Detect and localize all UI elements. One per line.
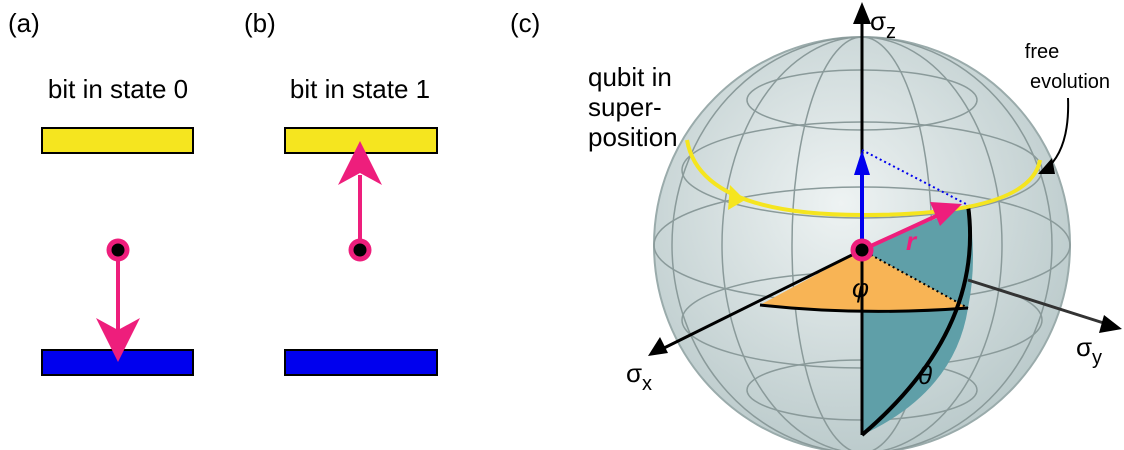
panel-c: (c) qubit in super- position σz σx σ [510,2,1122,450]
panel-label: (b) [244,8,276,38]
axis-label: σx [626,358,652,395]
arrowhead [853,2,871,24]
polar-label: θ [918,360,932,390]
free-evolution-line: evolution [1030,71,1110,93]
annotation-line: position [588,122,678,152]
figure: (a) bit in state 0 (b) bit in state 1 (c… [0,0,1124,450]
panel-label: (c) [510,8,540,38]
panel-a: (a) bit in state 0 [8,8,193,375]
axis-label: σy [1076,332,1102,369]
axis-subscript: y [1092,347,1102,369]
azimuth-label: φ [852,273,869,303]
free-evolution-line: free [1025,41,1059,63]
origin-dot [853,241,871,259]
state-dot [351,241,369,259]
axis-symbol: σ [1076,332,1092,362]
annotation-line: qubit in [588,62,672,92]
axis-subscript: z [886,21,896,43]
annotation-line: super- [588,92,662,122]
axis-symbol: σ [870,6,886,36]
caption: bit in state 0 [48,74,188,104]
state-dot [109,241,127,259]
arrowhead [1099,315,1122,333]
caption: bit in state 1 [290,74,430,104]
axis-subscript: x [642,373,652,395]
panel-label: (a) [8,8,40,38]
upper-level [42,128,193,153]
panel-b: (b) bit in state 1 [244,8,437,375]
lower-level [285,350,437,375]
axis-symbol: σ [626,358,642,388]
